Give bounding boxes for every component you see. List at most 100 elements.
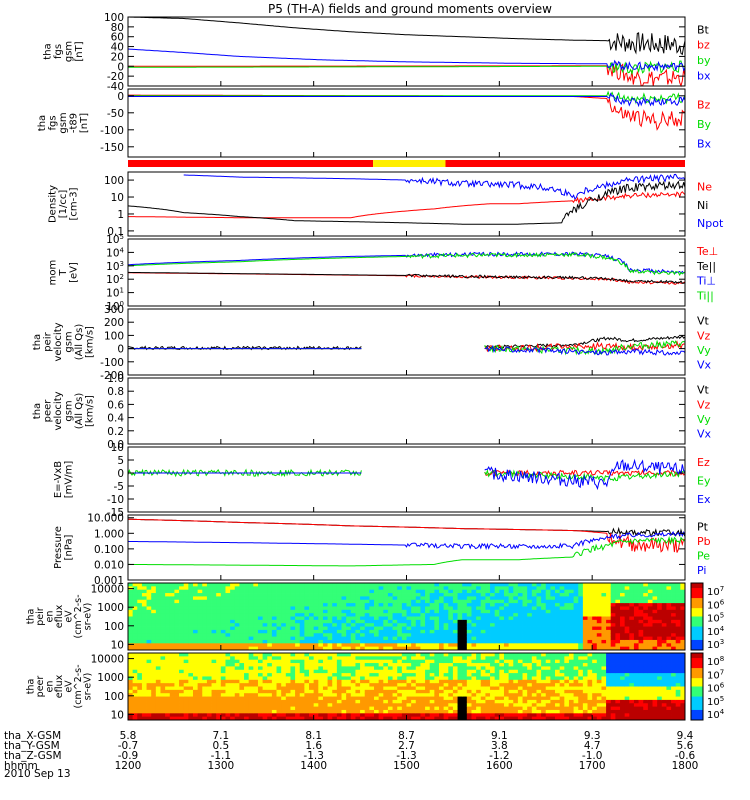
spec-cell (336, 639, 342, 644)
spec-cell (299, 699, 305, 704)
spec-cell (336, 693, 342, 697)
spec-cell (536, 616, 542, 621)
spec-cell (671, 619, 677, 624)
spec-cell (397, 596, 403, 601)
spec-cell (248, 713, 254, 718)
spec-cell (387, 699, 393, 704)
spec-cell (151, 679, 157, 684)
spec-cell (327, 586, 333, 591)
spec-cell (387, 583, 393, 587)
spec-cell (169, 603, 175, 607)
spec-cell (174, 709, 180, 714)
spec-cell (155, 689, 161, 694)
spec-cell (522, 623, 528, 627)
spec-cell (420, 609, 426, 614)
spec-cell (466, 593, 472, 597)
ylabel-line: [nPa] (63, 534, 74, 560)
spec-cell (188, 636, 194, 641)
spec-cell (374, 613, 380, 617)
spec-cell (411, 643, 417, 648)
spec-cell (206, 696, 212, 701)
spec-cell (638, 673, 644, 677)
spec-cell (336, 623, 342, 627)
spec-cell (592, 596, 598, 601)
spec-cell (448, 673, 454, 677)
spec-cell (364, 646, 370, 651)
spec-cell (476, 593, 482, 597)
spec-cell (638, 589, 644, 594)
spec-cell (350, 589, 356, 594)
spec-cell (271, 589, 277, 594)
spec-cell (295, 609, 301, 614)
spec-cell (206, 669, 212, 674)
spec-cell (230, 606, 236, 611)
spec-cell (230, 629, 236, 634)
spec-cell (494, 703, 500, 707)
ytick-label: 1 (117, 209, 124, 221)
spec-cell (374, 709, 380, 714)
spec-cell (578, 666, 584, 671)
spec-cell (596, 663, 602, 667)
spec-cell (383, 593, 389, 597)
spec-cell (304, 639, 310, 644)
spec-cell (568, 699, 574, 704)
spec-cell (559, 686, 565, 691)
spec-cell (360, 656, 366, 661)
spec-cell (295, 596, 301, 601)
spec-cell (503, 709, 510, 714)
spec-cell (638, 603, 644, 607)
legend-fgs-3: bx (697, 69, 711, 82)
spec-cell (360, 619, 366, 624)
spec-cell (517, 603, 523, 607)
spec-cell (420, 593, 426, 597)
spec-cell (383, 636, 389, 641)
spec-cell (606, 583, 612, 587)
spec-cell (295, 589, 301, 594)
spec-cell (559, 609, 565, 614)
spec-cell (647, 606, 653, 611)
spec-cell (480, 713, 486, 718)
spec-cell (452, 666, 458, 671)
spec-cell (322, 653, 328, 657)
spec-cell (485, 686, 491, 691)
spec-cell (550, 596, 556, 601)
spec-cell (559, 653, 565, 657)
spec-cell (601, 706, 607, 711)
spec-cell (262, 699, 268, 704)
spec-cell (541, 623, 547, 627)
spec-cell (169, 713, 175, 718)
spec-cell (415, 693, 421, 697)
spec-cell (457, 613, 463, 617)
spec-cell (355, 699, 361, 704)
spec-cell (429, 656, 435, 661)
spec-cell (568, 663, 574, 667)
spec-cell (401, 586, 407, 591)
spec-cell (271, 686, 277, 691)
spec-cell (369, 663, 375, 667)
spec-cell (606, 593, 612, 597)
spec-cell (420, 709, 426, 714)
spec-cell (657, 586, 663, 591)
spec-cell (448, 633, 454, 637)
spec-cell (629, 589, 635, 594)
spec-cell (244, 683, 250, 687)
spec-cell (666, 623, 672, 627)
spec-cell (262, 683, 268, 687)
spec-cell (629, 623, 635, 627)
spec-cell (165, 636, 171, 641)
spec-cell (448, 709, 454, 714)
spec-cell (601, 669, 607, 674)
spec-cell (425, 683, 431, 687)
spec-cell (285, 709, 291, 714)
spec-cell (638, 593, 644, 597)
spec-cell (239, 599, 245, 604)
spec-cell (369, 683, 375, 687)
spec-cell (578, 706, 584, 711)
spec-cell (146, 716, 152, 721)
spec-cell (383, 656, 389, 661)
spec-cell (378, 683, 384, 687)
spec-cell (206, 636, 212, 641)
spec-cell (397, 666, 403, 671)
spec-cell (304, 666, 310, 671)
spec-cell (680, 646, 686, 651)
